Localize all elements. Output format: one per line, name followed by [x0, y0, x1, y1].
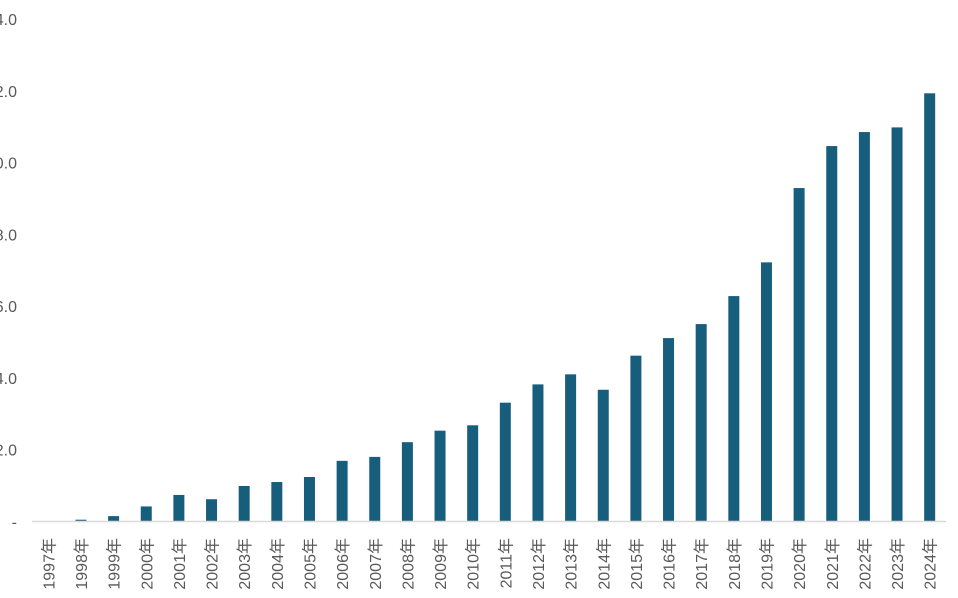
x-tick-label: 2011年	[497, 538, 515, 588]
x-tick-label: 1998年	[73, 538, 91, 590]
bar-2005年	[303, 476, 315, 522]
y-tick-label: 2.0	[0, 443, 17, 460]
x-tick-label: 2023年	[889, 538, 907, 590]
y-tick-label: 4.0	[0, 371, 17, 388]
bar-2009年	[434, 430, 446, 522]
bar-2020年	[793, 188, 805, 522]
bar-2004年	[271, 482, 283, 522]
x-tick-label: 2007年	[367, 538, 385, 590]
x-tick-label: 2018年	[726, 538, 744, 590]
y-tick-label: -	[12, 515, 17, 532]
x-tick-label: 2021年	[824, 538, 842, 590]
x-tick-label: 2012年	[530, 538, 548, 590]
bar-2023年	[891, 127, 903, 522]
bar-2012年	[532, 384, 544, 522]
bar-2001年	[173, 494, 185, 522]
bar-1999年	[108, 516, 120, 522]
x-tick-label: 2024年	[922, 538, 940, 590]
bar-2015年	[630, 355, 642, 522]
x-axis-tick-labels: 1997年 1998年 1999年 2000年 2001年 2002年 2003年 2004年…	[40, 538, 939, 590]
x-tick-label: 2017年	[693, 538, 711, 590]
x-tick-label: 2006年	[334, 538, 352, 590]
bar-2014年	[597, 389, 609, 522]
bar-2021年	[826, 146, 838, 522]
bar-2019年	[760, 262, 772, 522]
y-tick-label: 6.0	[0, 299, 17, 316]
bar-2016年	[663, 338, 675, 522]
bar-2010年	[467, 425, 479, 522]
x-tick-label: 1997年	[40, 538, 58, 590]
y-axis-tick-labels: - 2.0 4.0 6.0 8.0 10.0 12.0 14.0	[0, 12, 17, 532]
x-tick-label: 2015年	[628, 538, 646, 590]
x-tick-label: 2005年	[301, 538, 319, 590]
bar-2018年	[728, 296, 740, 522]
x-tick-label: 2016年	[661, 538, 679, 590]
bar-2013年	[565, 374, 577, 522]
y-tick-label: 12.0	[0, 84, 17, 101]
x-tick-label: 2014年	[595, 538, 613, 590]
bars-group	[75, 93, 936, 522]
bar-1998年	[75, 519, 87, 522]
x-tick-label: 2020年	[791, 538, 809, 590]
x-tick-label: 2013年	[563, 538, 581, 590]
x-tick-label: 2019年	[758, 538, 776, 590]
x-tick-label: 2003年	[236, 538, 254, 590]
x-tick-label: 2022年	[856, 538, 874, 590]
y-tick-label: 14.0	[0, 12, 17, 29]
x-tick-label: 2008年	[399, 538, 417, 590]
x-tick-label: 2000年	[138, 538, 156, 590]
bar-2008年	[401, 442, 413, 522]
y-tick-label: 10.0	[0, 156, 17, 173]
bar-2003年	[238, 485, 250, 522]
bar-2000年	[140, 506, 152, 522]
x-tick-label: 2002年	[204, 538, 222, 590]
bar-2006年	[336, 460, 348, 522]
x-tick-label: 2009年	[432, 538, 450, 590]
x-tick-label: 1999年	[106, 538, 124, 590]
bar-2011年	[499, 402, 511, 522]
bar-2002年	[206, 499, 218, 522]
bar-2024年	[924, 93, 936, 522]
x-tick-label: 2004年	[269, 538, 287, 590]
y-tick-label: 8.0	[0, 227, 17, 244]
x-tick-label: 2010年	[465, 538, 483, 590]
bar-2022年	[858, 132, 870, 522]
bar-2017年	[695, 324, 707, 522]
bar-2007年	[369, 456, 381, 522]
x-tick-label: 2001年	[171, 538, 189, 590]
